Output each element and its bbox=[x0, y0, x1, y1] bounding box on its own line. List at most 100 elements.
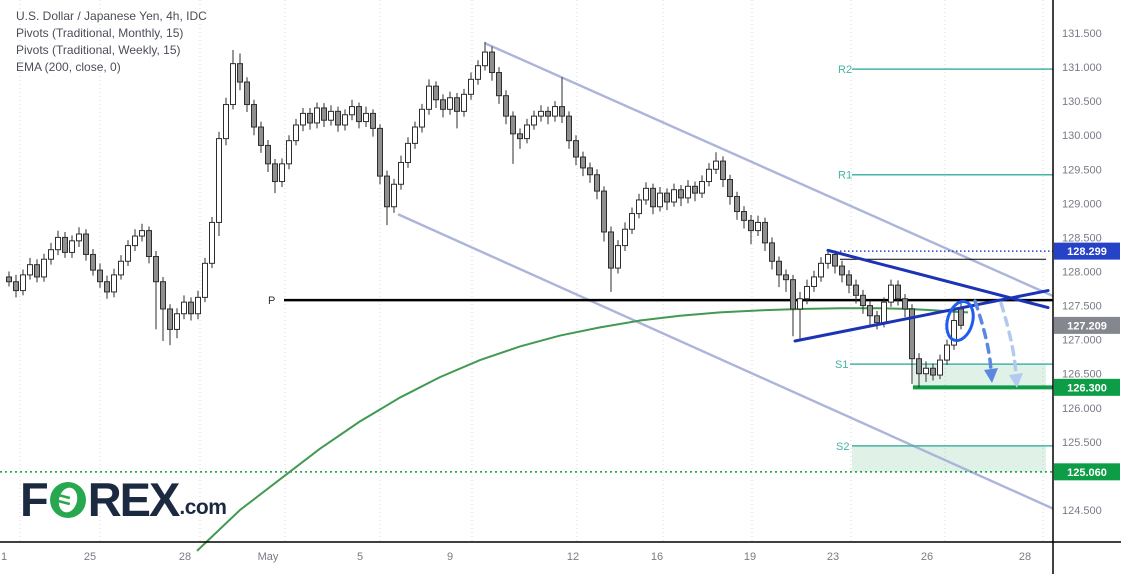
price-badge-text: 125.060 bbox=[1067, 467, 1107, 479]
candle-body bbox=[230, 63, 236, 106]
candle-body bbox=[559, 106, 565, 117]
legend-indicator-pivots-monthly[interactable]: Pivots (Traditional, Monthly, 15) bbox=[16, 26, 184, 40]
candle-body bbox=[874, 315, 880, 324]
candle-body bbox=[272, 163, 278, 183]
projection-arrow-dark[interactable] bbox=[973, 299, 993, 374]
price-axis[interactable]: 131.500 131.000 130.500 130.000 129.500 129.0… bbox=[1062, 28, 1102, 517]
legend-indicator-pivots-weekly[interactable]: Pivots (Traditional, Weekly, 15) bbox=[16, 43, 181, 57]
candle-body bbox=[895, 284, 901, 300]
price-tick-label: 128.500 bbox=[1062, 232, 1102, 244]
candle-body bbox=[853, 284, 859, 296]
highlight-ellipse[interactable] bbox=[942, 298, 977, 343]
upper-channel[interactable] bbox=[484, 42, 1054, 298]
price-tick-label: 126.000 bbox=[1062, 403, 1102, 415]
projection-arrow-light[interactable] bbox=[999, 301, 1018, 379]
price-badge-text: 126.300 bbox=[1067, 382, 1107, 394]
time-tick-label: 12 bbox=[567, 551, 579, 563]
label-s1: S1 bbox=[835, 359, 848, 371]
candle-body bbox=[517, 133, 523, 140]
candle-body bbox=[83, 233, 89, 255]
candle-body bbox=[265, 144, 271, 165]
candle-body bbox=[860, 294, 866, 307]
candle-body bbox=[48, 249, 54, 260]
candle-body bbox=[328, 110, 334, 121]
legend-symbol[interactable]: U.S. Dollar / Japanese Yen, 4h, IDC bbox=[16, 9, 207, 23]
time-tick-label: 25 bbox=[84, 551, 96, 563]
time-axis[interactable]: 1 25 28 May 5 9 12 16 19 23 26 28 bbox=[1, 551, 1031, 563]
label-r1: R1 bbox=[838, 170, 852, 182]
candle-body bbox=[790, 279, 796, 310]
price-tick-label: 124.500 bbox=[1062, 505, 1102, 517]
label-p: P bbox=[268, 295, 275, 307]
candle-body bbox=[167, 308, 173, 330]
candle-body bbox=[748, 219, 754, 232]
candle-body bbox=[769, 242, 775, 262]
triangle-lower[interactable] bbox=[793, 289, 1050, 343]
candle-body bbox=[370, 112, 376, 129]
logo-letters-rex: REX bbox=[87, 473, 181, 526]
candle-body bbox=[482, 51, 488, 67]
time-tick-label: 16 bbox=[651, 551, 663, 563]
candle-body bbox=[923, 367, 929, 375]
triangle-pattern-lines[interactable] bbox=[793, 248, 1050, 343]
candle-body bbox=[384, 175, 390, 208]
price-tick-label: 127.500 bbox=[1062, 301, 1102, 313]
time-tick-label: 1 bbox=[1, 551, 7, 563]
candle-body bbox=[160, 281, 166, 310]
candle-body bbox=[76, 233, 82, 242]
price-tick-label: 128.000 bbox=[1062, 266, 1102, 278]
candle-body bbox=[293, 124, 299, 142]
candle-body bbox=[335, 110, 341, 126]
candle-body bbox=[146, 230, 152, 257]
price-badge-text: 127.209 bbox=[1067, 320, 1107, 332]
candle-body bbox=[699, 181, 705, 194]
candle-body bbox=[195, 296, 201, 315]
time-tick-label: 19 bbox=[744, 551, 756, 563]
price-tick-label: 130.500 bbox=[1062, 96, 1102, 108]
candle-body bbox=[412, 126, 418, 144]
price-badge bbox=[1054, 463, 1120, 481]
candle-body bbox=[20, 274, 26, 292]
candle-body bbox=[300, 112, 306, 126]
candle-body bbox=[62, 236, 68, 253]
candle-body bbox=[13, 281, 19, 292]
candle-body bbox=[902, 298, 908, 310]
candle-body bbox=[349, 106, 355, 116]
price-tick-label: 125.500 bbox=[1062, 437, 1102, 449]
candle-body bbox=[104, 281, 110, 293]
candle-body bbox=[125, 245, 131, 262]
candle-body bbox=[720, 160, 726, 181]
candle-body bbox=[937, 359, 943, 376]
price-tick-label: 129.000 bbox=[1062, 198, 1102, 210]
candle-body bbox=[286, 140, 292, 165]
candle-body bbox=[27, 264, 33, 276]
candle-body bbox=[475, 65, 481, 80]
time-tick-label: 28 bbox=[1019, 551, 1031, 563]
candles bbox=[6, 41, 964, 388]
candle-body bbox=[279, 163, 285, 183]
candle-body bbox=[90, 253, 96, 271]
descending-channel-lines[interactable] bbox=[397, 42, 1054, 510]
ema-200-line[interactable] bbox=[196, 307, 969, 552]
pivot-lines[interactable]: R2 R1 P S1 S2 bbox=[0, 64, 1053, 473]
projection-arrow-dark-head bbox=[984, 368, 998, 383]
time-tick-label: 28 bbox=[179, 551, 191, 563]
price-tick-label: 129.500 bbox=[1062, 164, 1102, 176]
legend-indicator-ema[interactable]: EMA (200, close, 0) bbox=[16, 60, 121, 74]
candle-body bbox=[825, 253, 831, 264]
time-tick-label: 9 bbox=[447, 551, 453, 563]
lower-channel[interactable] bbox=[397, 213, 1054, 510]
candle-body bbox=[734, 196, 740, 213]
candle-body bbox=[454, 97, 460, 112]
candle-body bbox=[244, 81, 250, 106]
candle-body bbox=[510, 115, 516, 135]
candle-body bbox=[839, 265, 845, 276]
candle-body bbox=[391, 183, 397, 208]
price-badge-text: 128.299 bbox=[1067, 246, 1107, 258]
price-tick-label: 127.000 bbox=[1062, 335, 1102, 347]
projection-arrows[interactable] bbox=[973, 299, 1023, 388]
candle-body bbox=[55, 236, 61, 251]
legend: U.S. Dollar / Japanese Yen, 4h, IDC Pivo… bbox=[16, 8, 207, 76]
